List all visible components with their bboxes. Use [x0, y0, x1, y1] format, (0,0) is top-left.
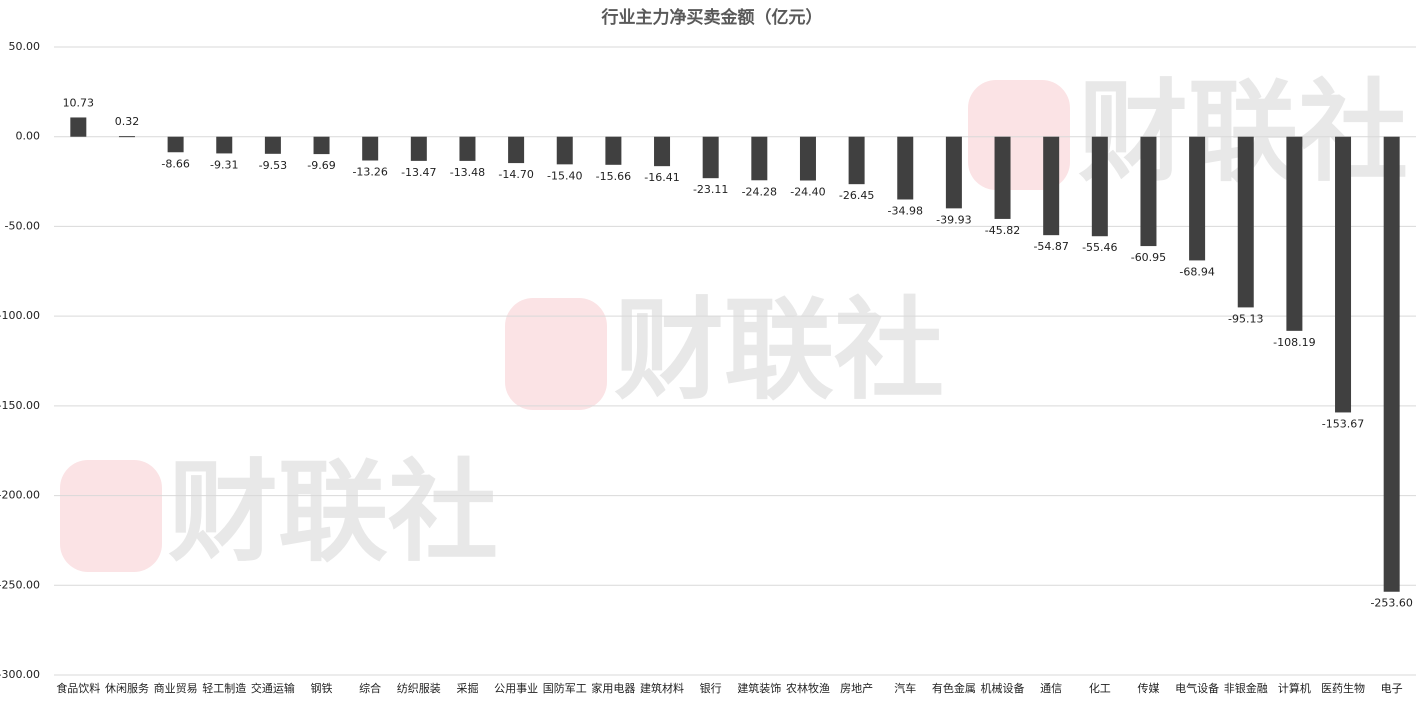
data-label: -26.45 — [839, 189, 874, 202]
data-label: -55.46 — [1082, 241, 1117, 254]
bar — [508, 136, 525, 164]
x-tick-label: 银行 — [700, 681, 722, 695]
data-label: -108.19 — [1273, 336, 1315, 349]
bar — [1286, 136, 1303, 331]
watermark: 财联社 — [168, 448, 498, 576]
data-label: -153.67 — [1322, 417, 1364, 430]
data-label: -15.66 — [596, 170, 631, 183]
bar — [167, 136, 184, 153]
chart-title: 行业主力净买卖金额（亿元） — [601, 7, 823, 28]
x-tick-label: 通信 — [1040, 682, 1062, 695]
x-tick-label: 传媒 — [1137, 682, 1159, 695]
data-label: -23.11 — [693, 183, 728, 196]
y-tick-label: -50.00 — [5, 219, 40, 232]
data-label: -13.47 — [401, 166, 436, 179]
watermark: 财联社 — [614, 286, 944, 414]
data-label: -34.98 — [888, 204, 923, 217]
x-tick-label: 纺织服装 — [397, 681, 441, 695]
bar — [1043, 136, 1060, 236]
bar — [654, 136, 671, 167]
bar — [702, 136, 719, 179]
x-tick-label: 化工 — [1089, 681, 1111, 695]
x-tick-label: 房地产 — [840, 681, 873, 695]
data-label: -24.40 — [790, 185, 825, 198]
data-label: -8.66 — [161, 157, 189, 170]
x-tick-label: 汽车 — [894, 681, 916, 695]
x-tick-label: 钢铁 — [311, 682, 333, 695]
y-tick-label: 50.00 — [9, 40, 41, 53]
bar — [216, 136, 233, 154]
x-tick-label: 有色金属 — [932, 681, 976, 695]
data-label: -60.95 — [1131, 251, 1166, 264]
data-label: -95.13 — [1228, 312, 1263, 325]
bar — [605, 136, 622, 165]
x-tick-label: 交通运输 — [251, 681, 295, 695]
data-label: 0.32 — [115, 115, 140, 128]
data-label: -45.82 — [985, 224, 1020, 237]
bar — [1140, 136, 1157, 247]
x-tick-label: 建筑材料 — [640, 681, 684, 695]
x-tick-label: 休闲服务 — [105, 681, 149, 695]
x-tick-label: 公用事业 — [494, 682, 538, 695]
x-tick-label: 食品饮料 — [56, 681, 100, 695]
bar — [362, 136, 379, 161]
data-label: -9.69 — [307, 159, 335, 172]
y-tick-label: -300.00 — [0, 668, 40, 681]
x-tick-label: 采掘 — [456, 681, 478, 695]
data-label: -14.70 — [498, 168, 533, 181]
data-label: -54.87 — [1033, 240, 1068, 253]
bar — [1335, 136, 1352, 413]
x-tick-label: 机械设备 — [981, 681, 1025, 695]
data-label: -68.94 — [1179, 265, 1214, 278]
bar — [897, 136, 914, 200]
data-label: -15.40 — [547, 169, 582, 182]
x-tick-label: 电气设备 — [1175, 681, 1219, 695]
data-label: 10.73 — [63, 96, 95, 109]
data-label: -253.60 — [1370, 597, 1412, 610]
watermarks: 财联社 财联社 财联社 — [60, 68, 1408, 576]
bar — [799, 136, 816, 181]
bar — [945, 136, 962, 209]
bar — [1383, 136, 1400, 592]
x-tick-label: 国防军工 — [543, 681, 587, 695]
y-tick-label: 0.00 — [16, 130, 41, 143]
watermark-logo — [505, 298, 607, 410]
x-tick-label: 医药生物 — [1321, 681, 1365, 695]
data-label: -9.31 — [210, 158, 238, 171]
bar — [313, 136, 330, 155]
x-tick-label: 电子 — [1381, 682, 1403, 695]
y-tick-label: -100.00 — [0, 309, 40, 322]
bar — [459, 136, 476, 161]
bar — [848, 136, 865, 185]
data-label: -39.93 — [936, 213, 971, 226]
data-label: -13.26 — [352, 166, 387, 179]
x-tick-label: 计算机 — [1278, 681, 1311, 695]
bar — [751, 136, 768, 181]
y-tick-label: -150.00 — [0, 399, 40, 412]
bar — [1091, 136, 1108, 237]
x-tick-label: 农林牧渔 — [786, 681, 830, 695]
bar — [1189, 136, 1206, 261]
x-tick-label: 家用电器 — [591, 681, 635, 695]
data-label: -13.48 — [450, 166, 485, 179]
x-tick-label: 综合 — [359, 681, 381, 695]
x-tick-label: 商业贸易 — [154, 681, 198, 695]
bar — [1237, 136, 1254, 308]
data-label: -16.41 — [644, 171, 679, 184]
x-tick-label: 建筑装饰 — [737, 681, 781, 695]
watermark-logo — [60, 460, 162, 572]
bar — [118, 136, 135, 138]
x-tick-label: 轻工制造 — [202, 681, 246, 695]
data-label: -24.28 — [742, 185, 777, 198]
bar — [556, 136, 573, 165]
bar — [70, 117, 87, 137]
y-tick-label: -200.00 — [0, 489, 40, 502]
bar — [410, 136, 427, 161]
bar — [264, 136, 281, 154]
y-tick-label: -250.00 — [0, 578, 40, 591]
x-tick-label: 非银金融 — [1224, 681, 1268, 695]
data-label: -9.53 — [259, 159, 287, 172]
bar — [994, 136, 1011, 219]
